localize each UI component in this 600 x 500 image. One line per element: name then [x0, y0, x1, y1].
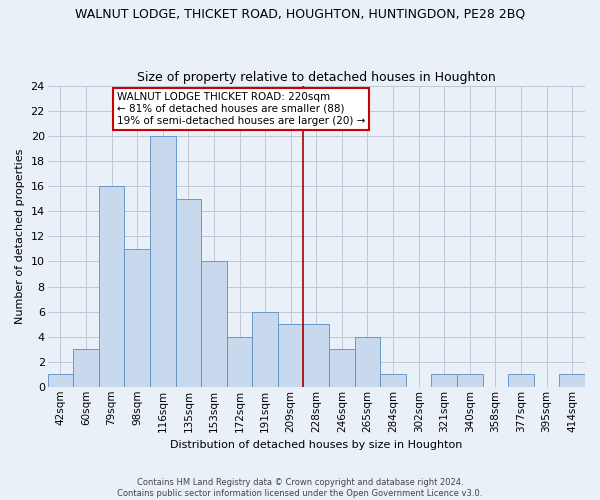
Bar: [559, 374, 585, 387]
Bar: [47, 374, 73, 387]
Bar: [508, 374, 534, 387]
Bar: [73, 349, 99, 387]
Bar: [124, 249, 150, 387]
Bar: [304, 324, 329, 387]
Bar: [278, 324, 304, 387]
Bar: [355, 336, 380, 387]
Text: Contains HM Land Registry data © Crown copyright and database right 2024.
Contai: Contains HM Land Registry data © Crown c…: [118, 478, 482, 498]
Y-axis label: Number of detached properties: Number of detached properties: [15, 148, 25, 324]
Bar: [227, 336, 253, 387]
Bar: [150, 136, 176, 387]
X-axis label: Distribution of detached houses by size in Houghton: Distribution of detached houses by size …: [170, 440, 463, 450]
Bar: [380, 374, 406, 387]
Title: Size of property relative to detached houses in Houghton: Size of property relative to detached ho…: [137, 70, 496, 84]
Bar: [253, 312, 278, 387]
Bar: [457, 374, 482, 387]
Bar: [329, 349, 355, 387]
Bar: [99, 186, 124, 387]
Text: WALNUT LODGE THICKET ROAD: 220sqm
← 81% of detached houses are smaller (88)
19% : WALNUT LODGE THICKET ROAD: 220sqm ← 81% …: [116, 92, 365, 126]
Text: WALNUT LODGE, THICKET ROAD, HOUGHTON, HUNTINGDON, PE28 2BQ: WALNUT LODGE, THICKET ROAD, HOUGHTON, HU…: [75, 8, 525, 20]
Bar: [201, 262, 227, 387]
Bar: [176, 199, 201, 387]
Bar: [431, 374, 457, 387]
